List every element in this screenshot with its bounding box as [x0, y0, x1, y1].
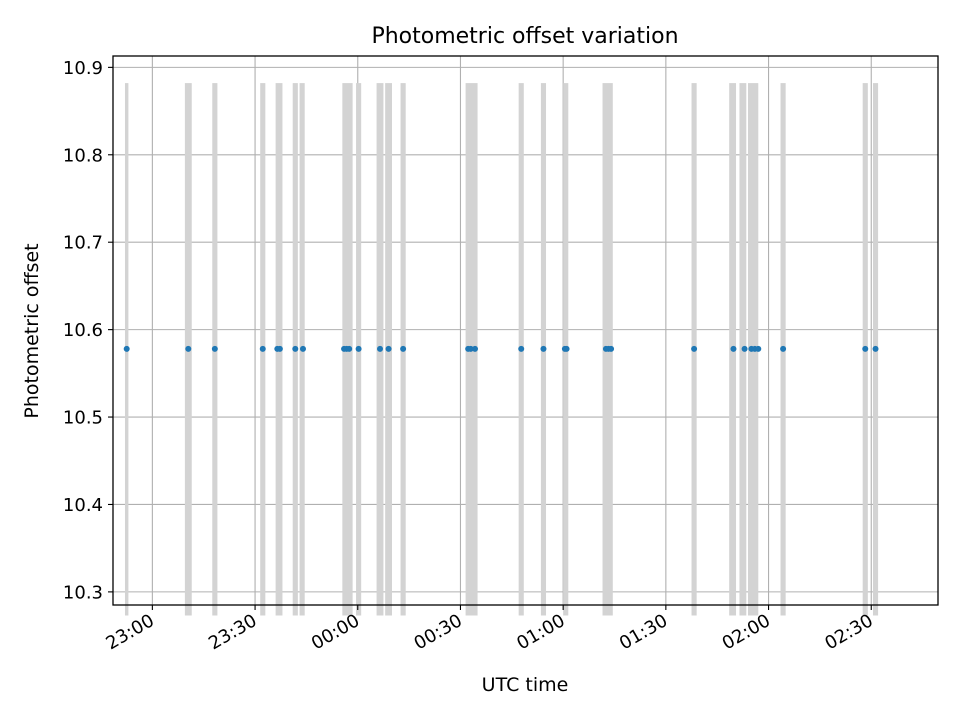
data-point [355, 345, 362, 352]
data-point [346, 345, 353, 352]
data-point [472, 345, 479, 352]
y-tick-label: 10.3 [63, 582, 103, 603]
data-point [259, 345, 266, 352]
data-point [872, 345, 879, 352]
data-point [123, 345, 130, 352]
y-tick-label: 10.6 [63, 320, 103, 341]
data-point [862, 345, 869, 352]
chart-title: Photometric offset variation [371, 24, 678, 49]
data-point [540, 345, 547, 352]
data-point [299, 345, 306, 352]
data-point [741, 345, 748, 352]
data-point [292, 345, 299, 352]
data-point [400, 345, 407, 352]
plot-frame [112, 55, 939, 606]
data-point [691, 345, 698, 352]
data-point [467, 345, 474, 352]
y-tick-label: 10.4 [63, 495, 103, 516]
data-point [377, 345, 384, 352]
data-point [608, 345, 615, 352]
data-point [730, 345, 737, 352]
y-axis-ticks: 10.3 10.4 10.5 10.6 10.7 10.8 10.9 [63, 58, 113, 603]
x-axis-label: UTC time [482, 674, 569, 696]
data-point [211, 345, 218, 352]
data-point [185, 345, 192, 352]
y-tick-label: 10.8 [63, 145, 103, 166]
y-tick-label: 10.5 [63, 408, 103, 429]
y-tick-label: 10.7 [63, 233, 103, 254]
y-axis-label: Photometric offset [21, 243, 43, 418]
data-point [780, 345, 787, 352]
data-point [276, 345, 283, 352]
data-point [385, 345, 392, 352]
data-points [123, 345, 879, 352]
y-tick-label: 10.9 [63, 58, 103, 79]
data-point [563, 345, 570, 352]
data-point [755, 345, 762, 352]
data-point [518, 345, 525, 352]
